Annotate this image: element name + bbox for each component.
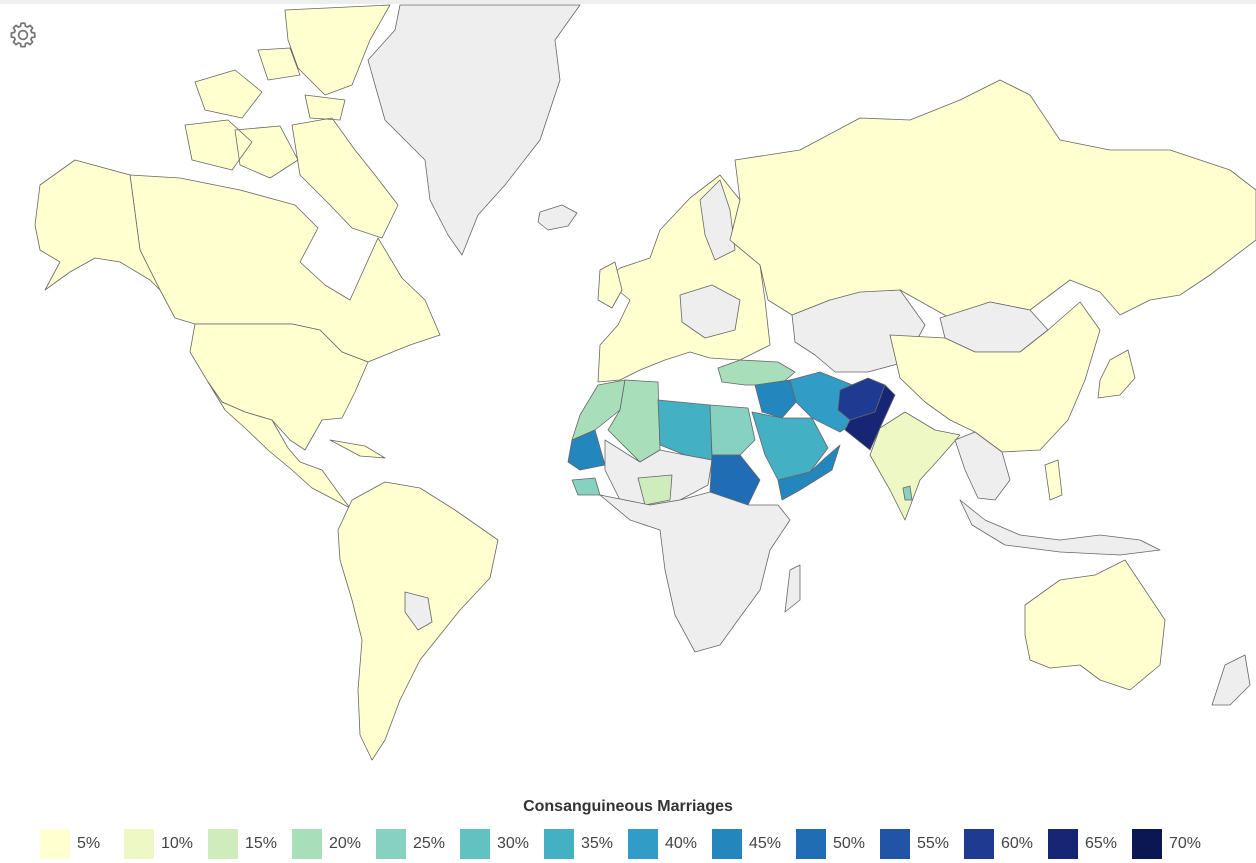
legend-swatch — [796, 829, 826, 859]
legend-swatch — [964, 829, 994, 859]
region-mauritania[interactable] — [567, 429, 606, 471]
region-caribbean[interactable] — [329, 439, 386, 459]
legend-swatch — [460, 829, 490, 859]
legend-swatch — [40, 829, 70, 859]
legend-swatch — [880, 829, 910, 859]
region-nigeria[interactable] — [637, 474, 673, 506]
region-egypt[interactable] — [709, 404, 756, 456]
region-new-zealand[interactable] — [1211, 654, 1251, 706]
region-turkey[interactable] — [717, 359, 796, 386]
legend-label: 30% — [497, 835, 530, 852]
legend-swatch — [124, 829, 154, 859]
legend-swatch — [376, 829, 406, 859]
legend-label: 5% — [77, 835, 101, 852]
region-west-africa[interactable] — [571, 477, 601, 496]
region-india[interactable] — [869, 411, 961, 521]
legend-label: 25% — [413, 835, 446, 852]
region-canada[interactable] — [129, 174, 441, 363]
legend-label: 35% — [581, 835, 614, 852]
region-southeast-asia[interactable] — [954, 431, 1011, 501]
top-divider — [0, 0, 1256, 4]
world-map — [34, 4, 1256, 761]
legend-label: 50% — [833, 835, 866, 852]
region-iraq[interactable] — [754, 379, 797, 419]
region-sub-saharan-africa[interactable] — [599, 491, 791, 653]
region-pakistan[interactable] — [844, 384, 896, 451]
region-china[interactable] — [889, 301, 1101, 453]
region-australia[interactable] — [1024, 559, 1166, 691]
region-greenland[interactable] — [367, 4, 581, 256]
gear-icon[interactable] — [8, 20, 38, 50]
legend-title: Consanguineous Marriages — [523, 798, 733, 815]
legend-swatch — [544, 829, 574, 859]
legend-swatch — [712, 829, 742, 859]
region-saudi-arabia[interactable] — [751, 411, 829, 481]
region-indonesia[interactable] — [959, 499, 1161, 556]
region-sahel-no-data[interactable] — [604, 439, 713, 506]
legend-swatch — [1132, 829, 1162, 859]
legend-label: 40% — [665, 835, 698, 852]
legend-swatch — [628, 829, 658, 859]
legend-swatch — [292, 829, 322, 859]
region-uk[interactable] — [597, 261, 623, 309]
legend-label: 45% — [749, 835, 782, 852]
region-yemen[interactable] — [777, 444, 841, 501]
legend-label: 70% — [1169, 835, 1202, 852]
region-bolivia-paraguay[interactable] — [404, 591, 433, 631]
region-belarus-ukraine[interactable] — [679, 284, 741, 339]
legend-label: 15% — [245, 835, 278, 852]
region-iceland[interactable] — [537, 204, 578, 231]
legend-label: 10% — [161, 835, 194, 852]
legend-swatch — [1048, 829, 1078, 859]
region-alaska[interactable] — [34, 159, 161, 291]
region-scandinavia-norway[interactable] — [699, 179, 736, 261]
region-madagascar[interactable] — [784, 564, 801, 613]
region-japan[interactable] — [1097, 349, 1136, 399]
region-arctic-islands[interactable] — [184, 4, 399, 239]
legend-label: 65% — [1085, 835, 1118, 852]
legend-label: 60% — [1001, 835, 1034, 852]
legend-label: 55% — [917, 835, 950, 852]
region-mexico[interactable] — [207, 381, 351, 509]
region-sri-lanka[interactable] — [902, 485, 913, 501]
region-philippines[interactable] — [1044, 459, 1063, 501]
legend-swatch — [208, 829, 238, 859]
legend-label: 20% — [329, 835, 362, 852]
region-russia[interactable] — [729, 79, 1256, 319]
